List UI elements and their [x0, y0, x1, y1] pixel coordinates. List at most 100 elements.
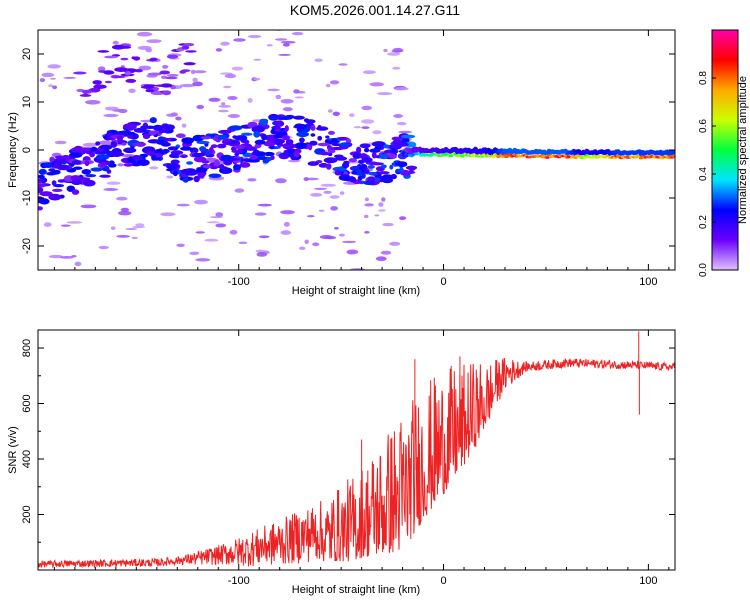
noise-blob — [333, 112, 340, 116]
ridge-blob — [274, 120, 284, 127]
noise-blob — [328, 109, 333, 112]
noise-blob — [215, 212, 223, 217]
harmonic-blob — [184, 62, 196, 65]
ridge-blob — [259, 119, 268, 125]
noise-blob — [247, 178, 256, 181]
ridge-blob — [408, 166, 415, 171]
noise-blob — [195, 258, 210, 261]
ridge-blob — [205, 151, 210, 156]
ridge-blob — [101, 161, 106, 166]
noise-blob — [255, 212, 267, 215]
noise-blob — [228, 114, 240, 118]
x-tick-label: -100 — [228, 276, 250, 288]
ridge-blob — [55, 156, 68, 159]
ridge-blob — [311, 133, 316, 137]
ridge-blob — [117, 135, 123, 142]
ridge-blob — [39, 198, 50, 204]
ridge-blob — [384, 177, 390, 181]
noise-blob — [248, 35, 262, 38]
ridge-blob — [99, 175, 111, 178]
harmonic-blob — [144, 84, 156, 87]
harmonic-blob — [92, 80, 102, 85]
ridge-blob — [153, 125, 163, 131]
noise-blob — [330, 80, 339, 84]
noise-blob — [160, 212, 175, 216]
ridge-blob — [353, 153, 360, 159]
noise-blob — [377, 92, 392, 95]
noise-blob — [299, 247, 306, 250]
noise-blob — [281, 41, 296, 44]
noise-blob — [323, 191, 331, 194]
colorbar-bar — [712, 30, 738, 270]
ridge-blob — [317, 125, 321, 130]
figure: KOM5.2026.001.14.27.G11 -100 0 100 -20 -10 0… — [0, 0, 750, 600]
ridge-blob — [295, 142, 307, 149]
noise-blob — [149, 166, 158, 169]
noise-blob — [310, 193, 322, 197]
ridge-blob — [364, 148, 369, 153]
ridge-blob — [326, 163, 332, 169]
noise-blob — [166, 176, 173, 179]
noise-blob — [321, 184, 337, 187]
ridge-blob — [275, 129, 281, 132]
noise-blob — [103, 188, 118, 191]
ridge-blob — [52, 189, 63, 192]
noise-blob — [354, 126, 361, 128]
noise-blob — [307, 215, 315, 217]
noise-blob — [220, 42, 230, 46]
noise-blob — [204, 239, 218, 242]
ridge-blob — [328, 131, 335, 135]
noise-blob — [295, 96, 304, 98]
ridge-blob — [261, 134, 267, 141]
ridge-blob — [336, 156, 347, 160]
noise-blob — [81, 205, 97, 209]
ridge-blob — [246, 159, 260, 162]
noise-blob — [85, 100, 100, 105]
ridge-blob — [257, 157, 266, 160]
noise-blob — [194, 200, 208, 205]
ridge-blob — [390, 174, 397, 179]
noise-blob — [395, 87, 408, 90]
noise-blob — [118, 109, 127, 113]
y-tick-label: 800 — [21, 339, 33, 357]
ridge-blob — [109, 151, 123, 157]
x-tick-label: 0 — [440, 575, 446, 587]
ridge-blob — [401, 135, 415, 139]
noise-blob — [103, 114, 118, 117]
noise-blob — [60, 256, 73, 259]
ridge-blob — [236, 145, 245, 150]
noise-blob — [175, 117, 181, 121]
colorbar: 0.00.20.40.60.8 Normalized spectral ampl… — [698, 30, 749, 277]
y-tick-label: 200 — [21, 505, 33, 523]
ridge-blob — [169, 154, 178, 158]
noise-blob — [312, 242, 319, 246]
noise-blob — [267, 89, 280, 92]
noise-blob — [339, 234, 345, 237]
ridge-blob — [196, 141, 209, 144]
noise-blob — [283, 43, 290, 47]
noise-blob — [132, 237, 138, 239]
ridge-blob — [176, 133, 186, 138]
harmonic-blob — [150, 58, 158, 62]
noise-blob — [284, 222, 290, 227]
noise-blob — [360, 274, 368, 278]
ridge-blob — [331, 138, 338, 143]
harmonic-blob — [105, 81, 112, 84]
ridge-blob — [52, 180, 57, 185]
ridge-blob — [100, 145, 112, 150]
noise-blob — [330, 206, 338, 211]
ridge-blob — [223, 166, 228, 173]
ridge-blob — [199, 146, 206, 151]
noise-blob — [330, 195, 340, 198]
ridge-blob — [121, 142, 126, 146]
noise-blob — [235, 188, 245, 192]
noise-blob — [281, 99, 294, 104]
ridge-blob — [96, 154, 109, 160]
noise-blob — [392, 67, 400, 70]
ridge-blob — [317, 136, 322, 141]
noise-blob — [189, 252, 199, 255]
ridge-blob — [221, 155, 233, 161]
noise-blob — [399, 216, 406, 220]
noise-blob — [63, 77, 76, 79]
harmonic-blob — [159, 71, 170, 75]
